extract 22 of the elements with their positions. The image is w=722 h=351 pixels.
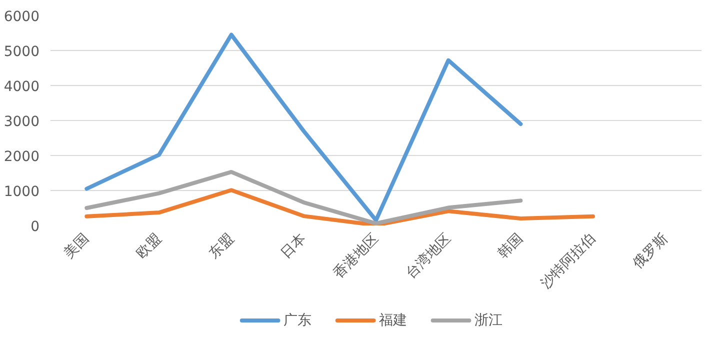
line-series <box>84 32 523 222</box>
line-series <box>84 170 523 226</box>
x-tick-label: 美国 <box>61 230 92 262</box>
y-tick-label: 0 <box>30 219 40 235</box>
y-tick-label: 1000 <box>4 184 40 200</box>
x-tick-label: 东盟 <box>206 230 237 262</box>
y-tick-label: 3000 <box>4 114 40 130</box>
y-tick-label: 6000 <box>4 9 40 25</box>
x-tick-label: 香港地区 <box>330 230 382 282</box>
line-series <box>84 188 595 226</box>
x-tick-label: 俄罗斯 <box>630 230 671 272</box>
legend-label: 浙江 <box>474 312 503 328</box>
legend-label: 广东 <box>284 312 312 328</box>
y-tick-label: 2000 <box>4 149 40 165</box>
x-tick-label: 韩国 <box>495 230 526 262</box>
x-tick-label: 台湾地区 <box>403 230 454 282</box>
legend-label: 福建 <box>379 312 408 328</box>
y-tick-label: 5000 <box>4 44 40 60</box>
y-tick-label: 4000 <box>4 79 40 95</box>
x-tick-label: 欧盟 <box>134 230 165 262</box>
x-tick-label: 日本 <box>278 230 310 262</box>
x-tick-label: 沙特阿拉伯 <box>538 230 599 292</box>
